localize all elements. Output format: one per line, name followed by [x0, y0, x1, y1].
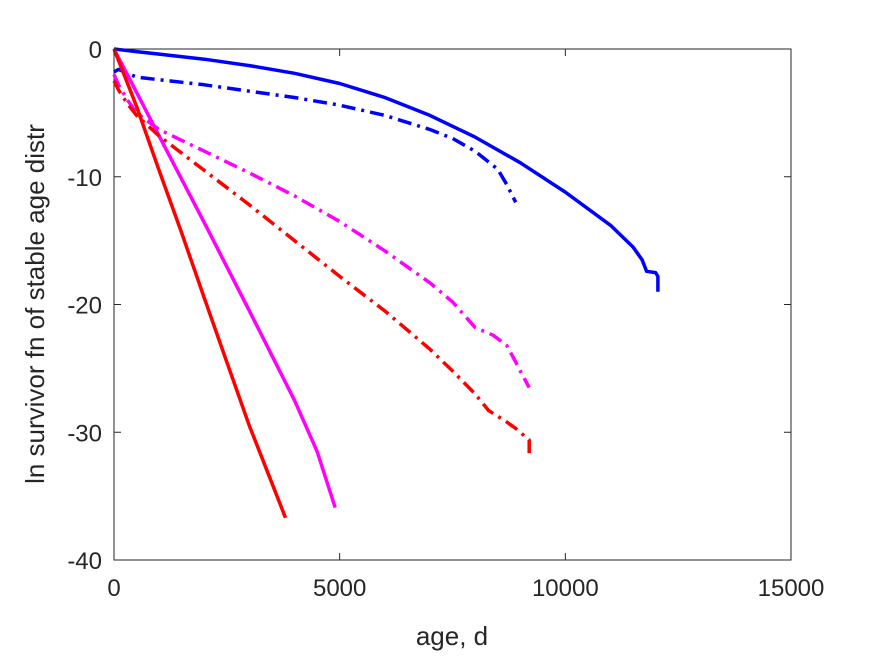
y-tick-label: -30: [67, 420, 102, 447]
x-axis-label: age, d: [416, 621, 488, 651]
y-tick-label: 0: [89, 37, 102, 64]
y-tick-label: -40: [67, 548, 102, 575]
series-layer: [112, 47, 660, 519]
x-tick-label: 10000: [532, 575, 599, 602]
series-line-1: [113, 47, 660, 292]
y-tick-label: -20: [67, 293, 102, 320]
series-line-2: [113, 67, 518, 204]
x-tick-label: 15000: [758, 575, 825, 602]
x-tick-label: 5000: [313, 575, 366, 602]
ticks-layer: 0 5000 10000 15000 0 -10 -20 -30 -40: [67, 37, 824, 602]
series-line-6: [112, 80, 531, 456]
series-line-5: [112, 48, 288, 519]
series-line-3: [112, 48, 337, 509]
y-tick-label: -10: [67, 165, 102, 192]
x-tick-label: 0: [107, 575, 120, 602]
y-axis-label: ln survivor fn of stable age distr: [20, 124, 50, 484]
